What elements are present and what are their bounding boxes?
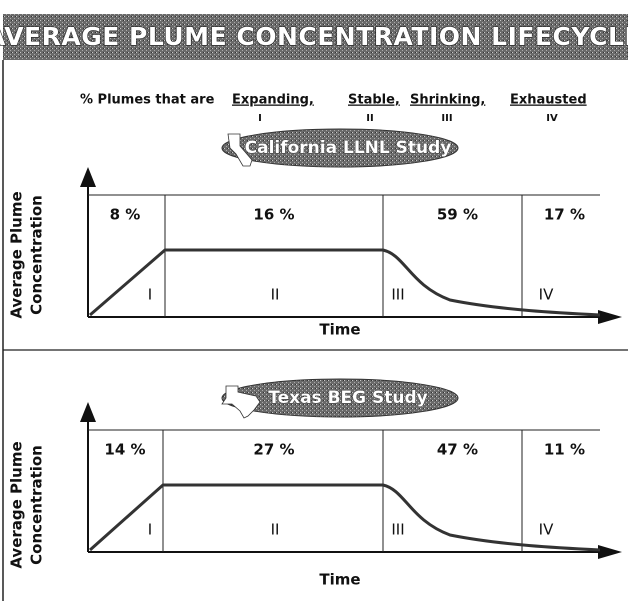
y-axis-label: Average Plume xyxy=(8,441,26,568)
y-axis-label: Concentration xyxy=(28,195,46,315)
legend-numeral: I xyxy=(258,113,262,124)
stage-percentage: 47 % xyxy=(437,441,478,459)
stage-percentage: 16 % xyxy=(253,206,294,224)
legend-stage: Expanding, xyxy=(232,93,314,108)
x-axis-label: Time xyxy=(319,321,360,339)
x-arrow xyxy=(598,545,622,559)
study-name: Texas BEG Study xyxy=(268,388,428,408)
stage-numeral: I xyxy=(148,521,152,539)
y-arrow xyxy=(80,402,96,422)
stage-percentage: 11 % xyxy=(544,441,585,459)
stage-numeral: IV xyxy=(539,286,554,304)
stage-numeral: III xyxy=(391,286,404,304)
concentration-curve xyxy=(89,248,601,317)
title: AVERAGE PLUME CONCENTRATION LIFECYCLE xyxy=(0,22,628,51)
concentration-curve xyxy=(89,483,601,552)
legend-stage: Exhausted xyxy=(510,93,587,108)
texas-icon xyxy=(221,385,261,419)
study-name: California LLNL Study xyxy=(245,138,452,158)
legend-lead: % Plumes that are xyxy=(80,93,215,108)
stage-percentage: 8 % xyxy=(110,206,141,224)
legend-stage: Shrinking, xyxy=(410,93,485,108)
stage-percentage: 17 % xyxy=(544,206,585,224)
california-icon xyxy=(227,133,253,167)
stage-percentage: 27 % xyxy=(253,441,294,459)
legend-numeral: III xyxy=(441,113,452,124)
y-axis-label: Concentration xyxy=(28,445,46,565)
legend-numeral: IV xyxy=(546,113,558,124)
stage-numeral: II xyxy=(271,521,280,539)
legend-stage: Stable, xyxy=(348,93,400,108)
stage-numeral: IV xyxy=(539,521,554,539)
legend-numeral: II xyxy=(366,113,373,124)
study-badge xyxy=(221,378,459,418)
stage-numeral: III xyxy=(391,521,404,539)
x-arrow xyxy=(598,310,622,324)
y-axis-label: Average Plume xyxy=(8,191,26,318)
stage-numeral: I xyxy=(148,286,152,304)
title-bar xyxy=(3,14,628,60)
study-badge xyxy=(221,128,459,168)
stage-percentage: 59 % xyxy=(437,206,478,224)
stage-percentage: 14 % xyxy=(104,441,145,459)
stage-numeral: II xyxy=(271,286,280,304)
x-axis-label: Time xyxy=(319,571,360,589)
y-arrow xyxy=(80,167,96,187)
